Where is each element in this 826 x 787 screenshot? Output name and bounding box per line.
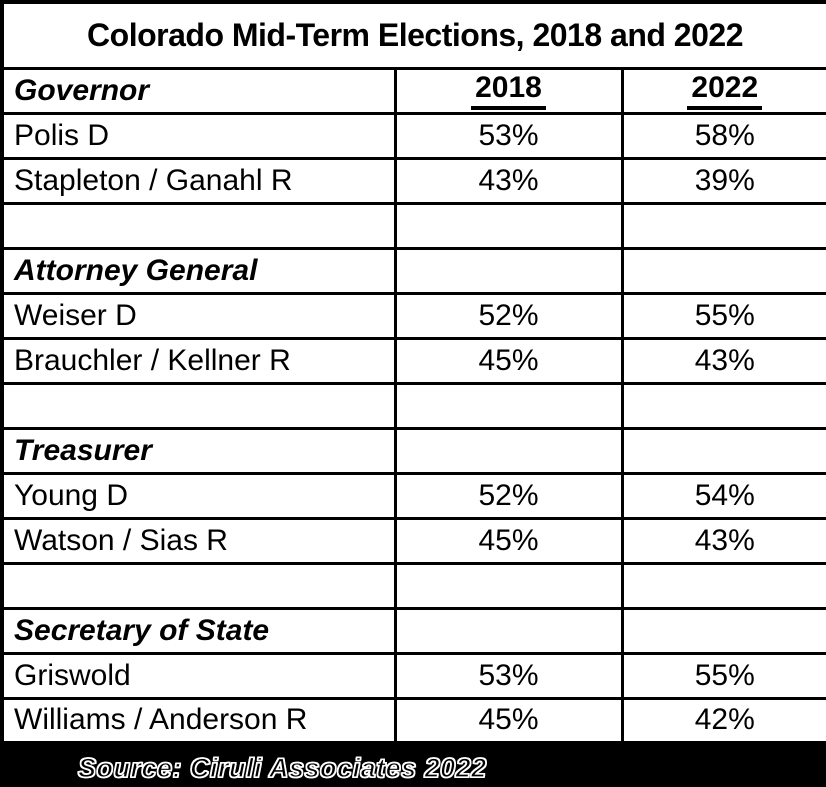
col-header-2022: 2022 <box>620 66 826 115</box>
section-header-treasurer: Treasurer <box>0 426 826 475</box>
table-row: Weiser D 52% 55% <box>0 291 826 340</box>
table-row: Young D 52% 54% <box>0 471 826 520</box>
value-2018: 45% <box>393 516 624 565</box>
col-header-2018: 2018 <box>393 66 624 115</box>
section-header-secretary-of-state: Secretary of State <box>0 606 826 655</box>
table-row: Brauchler / Kellner R 45% 43% <box>0 336 826 385</box>
value-2022: 55% <box>620 651 826 700</box>
col-header-2018-text: 2018 <box>471 72 546 110</box>
value-2022: 58% <box>620 111 826 160</box>
table-row: Stapleton / Ganahl R 43% 39% <box>0 156 826 205</box>
source-note: Source: Ciruli Associates 2022 <box>77 752 487 783</box>
value-2018: 45% <box>393 336 624 385</box>
value-2022: 43% <box>620 516 826 565</box>
candidate-name: Stapleton / Ganahl R <box>0 156 397 205</box>
candidate-name: Watson / Sias R <box>0 516 397 565</box>
footer-band: Source: Ciruli Associates 2022 <box>0 745 826 787</box>
table-row: Watson / Sias R 45% 43% <box>0 516 826 565</box>
candidate-name: Williams / Anderson R <box>0 696 397 745</box>
section-header-attorney-general: Attorney General <box>0 246 826 295</box>
candidate-name: Brauchler / Kellner R <box>0 336 397 385</box>
table-row: Griswold 53% 55% <box>0 651 826 700</box>
elections-table: Colorado Mid-Term Elections, 2018 and 20… <box>0 0 826 745</box>
value-2022: 42% <box>620 696 826 745</box>
candidate-name: Polis D <box>0 111 397 160</box>
value-2018: 52% <box>393 291 624 340</box>
value-2018: 53% <box>393 651 624 700</box>
value-2022: 54% <box>620 471 826 520</box>
section-label-secretary-of-state: Secretary of State <box>0 606 397 655</box>
section-label-governor: Governor <box>0 66 397 115</box>
table-row: Williams / Anderson R 45% 42% <box>0 696 826 745</box>
candidate-name: Young D <box>0 471 397 520</box>
value-2022: 39% <box>620 156 826 205</box>
value-2022: 55% <box>620 291 826 340</box>
table-title-row: Colorado Mid-Term Elections, 2018 and 20… <box>0 0 826 70</box>
table-row: Polis D 53% 58% <box>0 111 826 160</box>
value-2018: 52% <box>393 471 624 520</box>
value-2022: 43% <box>620 336 826 385</box>
spacer-row <box>0 561 826 610</box>
value-2018: 43% <box>393 156 624 205</box>
section-label-attorney-general: Attorney General <box>0 246 397 295</box>
section-header-governor: Governor 2018 2022 <box>0 66 826 115</box>
col-header-2022-text: 2022 <box>687 72 763 110</box>
value-2018: 45% <box>393 696 624 745</box>
table-title: Colorado Mid-Term Elections, 2018 and 20… <box>0 0 826 70</box>
candidate-name: Weiser D <box>0 291 397 340</box>
spacer-row <box>0 381 826 430</box>
spacer-row <box>0 201 826 250</box>
candidate-name: Griswold <box>0 651 397 700</box>
value-2018: 53% <box>393 111 624 160</box>
section-label-treasurer: Treasurer <box>0 426 397 475</box>
